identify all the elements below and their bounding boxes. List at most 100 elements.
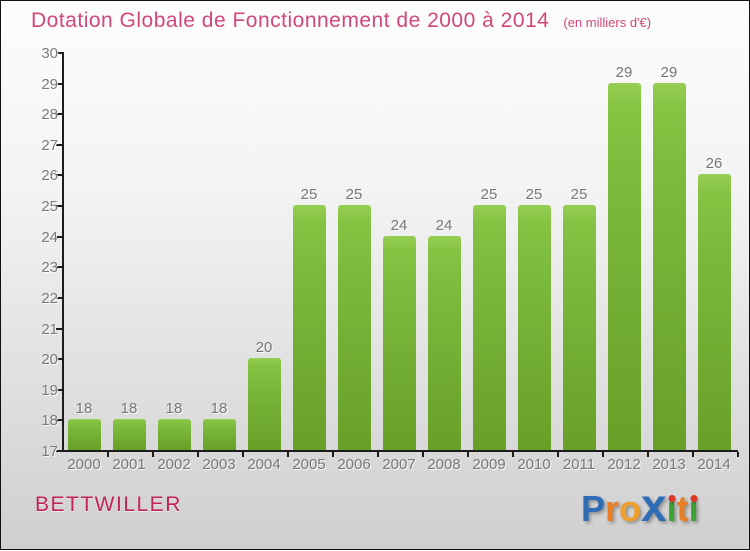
bar-value-label: 25	[525, 186, 543, 204]
y-axis-tick	[56, 113, 63, 116]
bar-value-label: 25	[480, 186, 498, 204]
x-tick-label: 2004	[247, 456, 281, 473]
x-tick-label: 2013	[652, 456, 686, 473]
y-tick-label: 21	[41, 320, 58, 338]
y-axis-tick	[56, 143, 63, 146]
logo-letter: ı	[688, 488, 699, 529]
x-tick-label: 2008	[427, 456, 461, 473]
x-tick-label: 2011	[562, 456, 596, 473]
logo-letter: r	[605, 488, 620, 529]
x-axis-tick	[107, 452, 109, 457]
bar-value-label: 29	[615, 63, 633, 81]
bar	[472, 205, 506, 450]
x-axis-tick	[287, 452, 289, 457]
logo-letter: ı	[666, 488, 677, 529]
x-tick-label: 2006	[337, 456, 371, 473]
bar-value-label: 18	[120, 400, 138, 418]
bar-value-label: 25	[300, 186, 318, 204]
x-tick-label: 2014	[697, 456, 731, 473]
chart-unit-label: (en milliers d'€)	[563, 15, 652, 30]
bar-value-label: 20	[255, 339, 273, 357]
bar-value-label: 18	[75, 400, 93, 418]
y-axis-tick	[56, 235, 63, 238]
y-axis-tick	[56, 419, 63, 422]
y-tick-label: 18	[41, 412, 58, 430]
bar	[67, 419, 101, 450]
bar-value-label: 26	[705, 155, 723, 173]
y-axis	[62, 52, 64, 452]
y-tick-label: 17	[41, 443, 58, 460]
x-axis-tick	[332, 452, 334, 457]
y-axis-tick	[56, 450, 63, 452]
bar-value-label: 24	[435, 216, 453, 234]
x-tick-label: 2010	[517, 456, 551, 473]
bar	[562, 205, 596, 450]
x-axis-tick	[242, 452, 244, 457]
y-tick-label: 23	[41, 259, 58, 277]
y-axis-tick	[56, 388, 63, 391]
y-tick-label: 22	[41, 289, 58, 307]
logo-i-dot	[690, 495, 698, 502]
x-tick-label: 2000	[67, 456, 101, 473]
y-tick-label: 19	[41, 381, 58, 399]
x-axis-tick	[152, 452, 154, 457]
y-tick-label: 27	[41, 136, 58, 154]
commune-label: BETTWILLER	[35, 493, 182, 516]
bar	[202, 419, 236, 450]
bar	[382, 235, 416, 450]
chart-header: Dotation Globale de Fonctionnement de 20…	[31, 9, 651, 33]
x-axis-tick	[197, 452, 199, 457]
logo-letter: t	[676, 488, 689, 529]
x-tick-label: 2005	[292, 456, 326, 473]
bar	[427, 235, 461, 450]
y-tick-label: 30	[41, 45, 58, 62]
y-tick-label: 24	[41, 228, 58, 246]
x-tick-label: 2012	[607, 456, 641, 473]
bar-value-label: 25	[345, 186, 363, 204]
x-axis-tick	[512, 452, 514, 457]
bar	[607, 82, 641, 450]
bar	[157, 419, 191, 450]
y-tick-label: 29	[41, 75, 58, 93]
logo-letter: P	[581, 488, 606, 529]
bar-value-label: 18	[210, 400, 228, 418]
y-tick-label: 28	[41, 106, 58, 124]
x-tick-label: 2009	[472, 456, 506, 473]
x-tick-label: 2002	[157, 456, 191, 473]
x-axis-tick	[377, 452, 379, 457]
x-axis-tick	[602, 452, 604, 457]
logo-letter: x	[641, 479, 667, 531]
bar	[337, 205, 371, 450]
x-tick-label: 2001	[112, 456, 146, 473]
y-axis-tick	[56, 82, 63, 85]
bar-value-label: 18	[165, 400, 183, 418]
x-axis-tick	[647, 452, 649, 457]
bar	[652, 82, 686, 450]
x-axis-tick	[692, 452, 694, 457]
chart-title: Dotation Globale de Fonctionnement de 20…	[31, 9, 550, 32]
y-axis-tick	[56, 205, 63, 208]
bar-value-label: 24	[390, 216, 408, 234]
bar	[697, 174, 731, 450]
bar-value-label: 25	[570, 186, 588, 204]
x-tick-label: 2007	[382, 456, 416, 473]
bar	[292, 205, 326, 450]
x-axis-tick	[737, 452, 739, 457]
y-axis-tick	[56, 296, 63, 299]
y-axis-tick	[56, 327, 63, 330]
bar	[247, 358, 281, 450]
y-tick-label: 26	[41, 167, 58, 185]
y-axis-tick	[56, 358, 63, 361]
bar-value-label: 29	[660, 63, 678, 81]
y-tick-label: 20	[41, 351, 58, 369]
x-axis-tick	[467, 452, 469, 457]
x-axis-tick	[557, 452, 559, 457]
y-tick-label: 25	[41, 198, 58, 216]
y-axis-tick	[56, 174, 63, 177]
y-axis-tick	[56, 52, 63, 54]
y-axis-tick	[56, 266, 63, 269]
logo-i-dot	[668, 495, 676, 502]
